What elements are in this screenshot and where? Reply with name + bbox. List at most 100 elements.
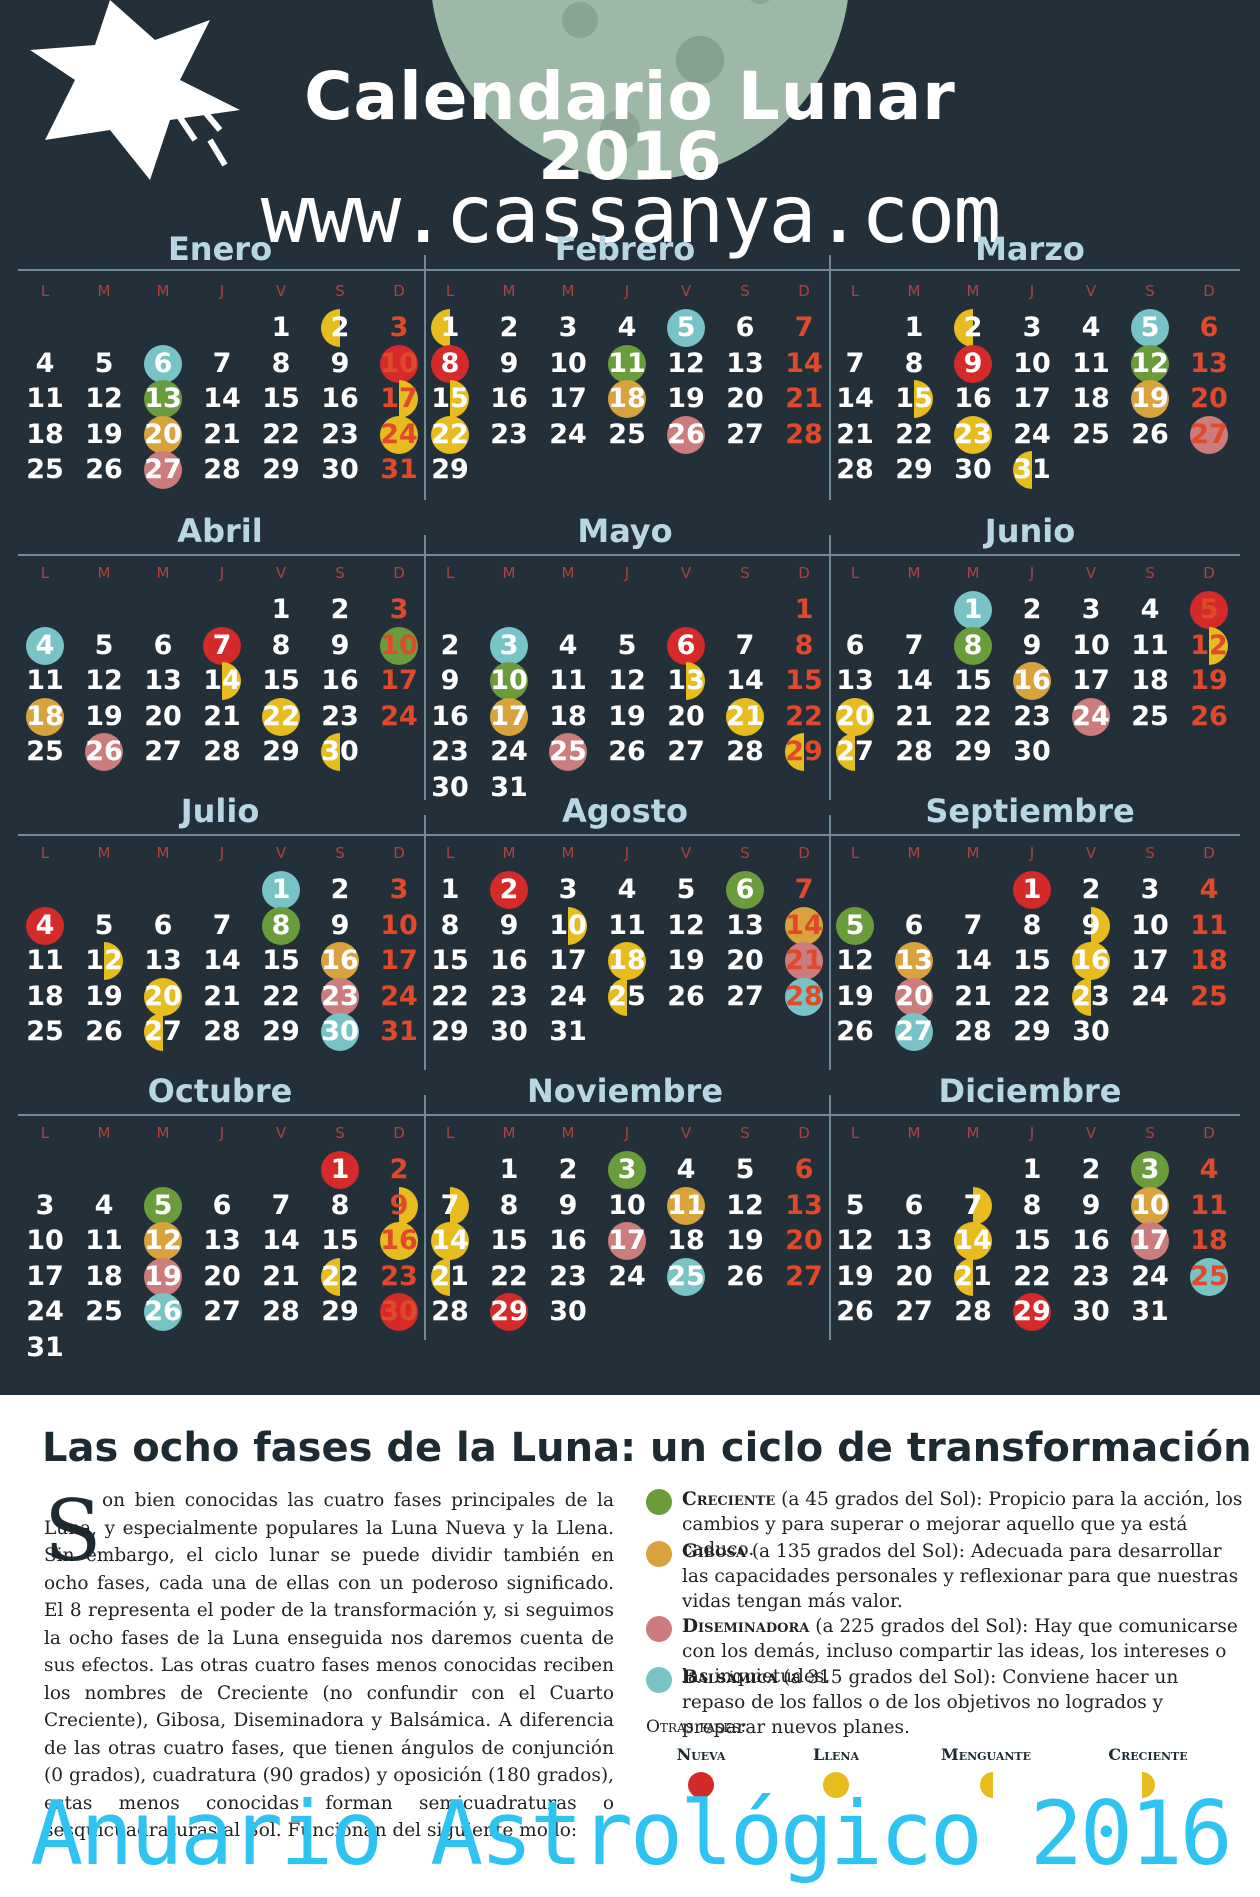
day-number: 18 (26, 700, 64, 732)
weekday-label: M (502, 564, 516, 582)
day-cell: 2 (420, 628, 480, 664)
moon-phase-creciente-icon (836, 906, 874, 945)
day-cell: 19 (825, 1259, 885, 1295)
day-cell: 15 (251, 943, 311, 979)
day-cell: 11 (15, 943, 75, 979)
day-cell: 5 (825, 1188, 885, 1224)
day-number: 23 (431, 736, 469, 767)
day-number: 21 (726, 700, 764, 732)
weekday-label: L (850, 564, 860, 582)
month-name: Mayo (577, 512, 673, 550)
weekday-label: S (335, 844, 345, 862)
day-number: 10 (549, 909, 587, 941)
day-cell: 5 (825, 906, 885, 945)
day-cell: 30 (538, 1294, 598, 1330)
day-number: 16 (549, 1225, 587, 1256)
day-cell: 6 (715, 871, 775, 909)
month-name: Febrero (554, 230, 696, 268)
weekday-label: V (680, 1124, 692, 1142)
moon-phase-waning-icon (431, 1257, 469, 1296)
day-number: 10 (1072, 629, 1110, 661)
moon-phase-new-icon (203, 626, 241, 665)
day-number: 10 (26, 1225, 64, 1256)
day-number: 22 (321, 1260, 359, 1292)
day-number: 18 (85, 1260, 123, 1292)
day-cell: 11 (74, 1223, 134, 1259)
day-number: 8 (963, 629, 983, 661)
day-number: 1 (330, 1154, 350, 1185)
day-number: 29 (262, 736, 300, 767)
day-number: 13 (785, 1189, 823, 1221)
day-cell: 24 (538, 417, 598, 453)
day-number: 24 (1131, 1260, 1169, 1292)
otra-fase-nueva: Nueva (646, 1745, 756, 1802)
day-number: 25 (608, 418, 646, 450)
day-number: 12 (85, 665, 123, 696)
day-cell: 6 (133, 628, 193, 664)
day-cell: 12 (597, 663, 657, 699)
day-number: 9 (499, 909, 519, 941)
weekday-label: J (624, 844, 630, 862)
day-number: 15 (431, 945, 469, 976)
day-number: 11 (26, 665, 64, 696)
moon-phase-disem-icon (85, 733, 123, 771)
day-number: 23 (549, 1260, 587, 1292)
day-cell: 24 (1120, 979, 1180, 1015)
day-number: 24 (490, 736, 528, 767)
day-number: 22 (262, 980, 300, 1012)
day-cell: 25 (15, 452, 75, 488)
moon-phase-new-icon (1013, 1293, 1051, 1331)
day-number: 10 (1131, 1189, 1169, 1221)
day-cell: 10 (1120, 1186, 1180, 1225)
day-cell: 23 (420, 734, 480, 770)
day-cell: 7 (884, 628, 944, 664)
day-cell: 14 (192, 662, 252, 700)
moon-phase-creciente-icon (144, 380, 182, 418)
day-cell: 21 (192, 979, 252, 1015)
day-number: 21 (203, 700, 241, 732)
day-number: 15 (262, 945, 300, 976)
day-cell: 21 (943, 979, 1003, 1015)
day-cell: 4 (656, 1152, 716, 1188)
day-number: 23 (321, 700, 359, 732)
day-cell: 17 (538, 943, 598, 979)
day-cell: 25 (15, 1014, 75, 1050)
day-number: 9 (1081, 909, 1101, 941)
day-number: 2 (330, 312, 350, 343)
day-number: 26 (85, 454, 123, 485)
day-cell: 15 (1002, 943, 1062, 979)
day-cell: 30 (310, 733, 370, 771)
day-number: 14 (785, 347, 823, 379)
weekday-label: L (850, 844, 860, 862)
day-number: 24 (1013, 418, 1051, 450)
moon-phase-waxing-icon (203, 662, 241, 700)
day-number: 21 (954, 1260, 992, 1292)
weekday-label: V (1085, 564, 1097, 582)
day-number: 14 (726, 665, 764, 696)
day-number: 7 (212, 347, 232, 379)
month-name: Julio (180, 792, 260, 830)
info-section: Las ocho fases de la Luna: un ciclo de t… (0, 1395, 1260, 1897)
day-cell: 5 (715, 1152, 775, 1188)
day-cell: 9 (1061, 906, 1121, 945)
day-cell: 27 (825, 733, 885, 771)
moon-phase-gibosa-icon (26, 697, 64, 736)
day-cell: 16 (943, 381, 1003, 417)
weekday-label: S (1145, 282, 1155, 300)
moon-phase-creciente-icon (144, 1186, 182, 1225)
day-cell: 28 (774, 417, 834, 453)
day-number: 19 (726, 1225, 764, 1256)
day-number: 30 (1013, 736, 1051, 767)
day-number: 30 (1072, 1016, 1110, 1047)
day-cell: 6 (884, 1188, 944, 1224)
day-cell: 3 (538, 310, 598, 346)
day-cell: 15 (884, 380, 944, 418)
day-number: 15 (895, 383, 933, 414)
day-number: 20 (1190, 383, 1228, 414)
day-cell: 21 (192, 417, 252, 453)
day-cell: 17 (1002, 381, 1062, 417)
day-cell: 16 (1061, 942, 1121, 980)
month-name: Abril (177, 512, 263, 550)
day-cell: 1 (251, 592, 311, 628)
weekday-label: L (40, 1124, 50, 1142)
